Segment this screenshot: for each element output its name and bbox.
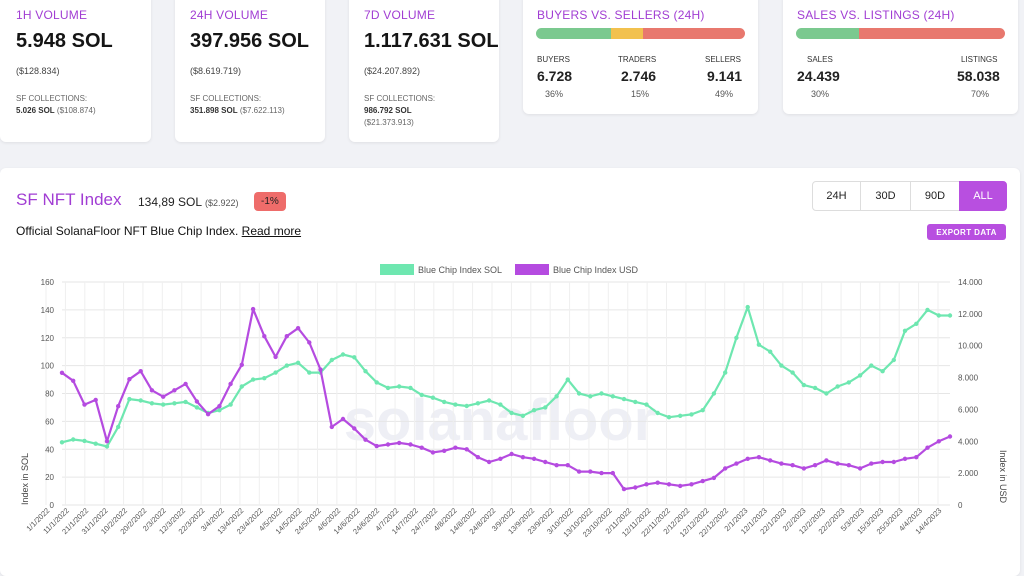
volume-label: 24H VOLUME	[190, 8, 269, 22]
sales-listings-card: SALES VS. LISTINGS (24H) SALES 24.439 30…	[783, 0, 1018, 114]
timeframe-90d[interactable]: 90D	[910, 181, 960, 211]
sf-collections-label: SF COLLECTIONS:	[16, 94, 88, 103]
index-price-usd: ($2.922)	[204, 198, 239, 208]
timeframe-all[interactable]: ALL	[959, 181, 1007, 211]
traders-value: 2.746	[621, 68, 657, 84]
sf-collections: SF COLLECTIONS: 5.026 SOL ($108.874)	[16, 93, 96, 117]
sellers-value: 9.141	[707, 68, 743, 84]
buyers-value: 6.728	[537, 68, 573, 84]
sf-collections-label: SF COLLECTIONS:	[364, 94, 436, 103]
listings-segment	[858, 28, 1005, 39]
change-badge: -1%	[254, 192, 286, 211]
traders-segment	[611, 28, 643, 39]
sf-collections-sol: 986.792 SOL	[364, 105, 435, 117]
timeframe-30d[interactable]: 30D	[860, 181, 911, 211]
sellers-label: SELLERS	[705, 55, 742, 64]
volume-value: 5.948 SOL	[16, 30, 113, 52]
sales-segment	[796, 28, 859, 39]
index-price: 134,89 SOL ($2.922)	[138, 195, 238, 209]
sf-collections-label: SF COLLECTIONS:	[190, 94, 262, 103]
sf-collections-sol: 5.026 SOL	[16, 106, 55, 115]
sf-collections-value: 5.026 SOL ($108.874)	[16, 105, 96, 117]
sf-collections-usd: ($21.373.913)	[364, 118, 414, 127]
sf-collections-value: 351.898 SOL ($7.622.113)	[190, 105, 285, 117]
export-data-button[interactable]: EXPORT DATA	[927, 224, 1006, 240]
sales-label: SALES	[807, 55, 833, 64]
traders-pct: 15%	[631, 89, 650, 99]
description-text: Official SolanaFloor NFT Blue Chip Index…	[16, 224, 239, 238]
buyers-sellers-title: BUYERS VS. SELLERS (24H)	[537, 8, 705, 22]
listings-pct: 70%	[971, 89, 990, 99]
index-description: Official SolanaFloor NFT Blue Chip Index…	[16, 224, 301, 238]
sf-collections-sol: 351.898 SOL	[190, 106, 238, 115]
volume-value: 1.117.631 SOL	[364, 30, 499, 52]
volume-label: 1H VOLUME	[16, 8, 88, 22]
sf-collections: SF COLLECTIONS: 351.898 SOL ($7.622.113)	[190, 93, 285, 117]
volume-value: 397.956 SOL	[190, 30, 309, 52]
traders-label: TRADERS	[618, 55, 657, 64]
sales-pct: 30%	[811, 89, 830, 99]
volume-card-24h: 24H VOLUME 397.956 SOL ($8.619.719) SF C…	[175, 0, 325, 142]
sellers-segment	[642, 28, 745, 39]
sf-collections-usd: ($108.874)	[56, 106, 96, 115]
timeframe-24h[interactable]: 24H	[812, 181, 861, 211]
sellers-pct: 49%	[715, 89, 734, 99]
sales-listings-title: SALES VS. LISTINGS (24H)	[797, 8, 955, 22]
buyers-label: BUYERS	[537, 55, 570, 64]
volume-label: 7D VOLUME	[364, 8, 436, 22]
sales-value: 24.439	[797, 68, 840, 84]
volume-usd: ($128.834)	[16, 66, 60, 76]
index-price-sol: 134,89 SOL	[138, 195, 202, 209]
buyers-sellers-bar	[536, 28, 745, 39]
volume-card-1h: 1H VOLUME 5.948 SOL ($128.834) SF COLLEC…	[0, 0, 151, 142]
read-more-link[interactable]: Read more	[241, 224, 302, 238]
sf-collections: SF COLLECTIONS: 986.792 SOL ($21.373.913…	[364, 93, 435, 129]
volume-card-7d: 7D VOLUME 1.117.631 SOL ($24.207.892) SF…	[349, 0, 499, 142]
sf-collections-sol-value: 986.792 SOL	[364, 106, 412, 115]
listings-label: LISTINGS	[961, 55, 998, 64]
index-title: SF NFT Index	[16, 190, 122, 209]
buyers-pct: 36%	[545, 89, 564, 99]
buyers-sellers-card: BUYERS VS. SELLERS (24H) BUYERS 6.728 36…	[523, 0, 758, 114]
volume-usd: ($24.207.892)	[364, 66, 421, 76]
sf-collections-usd: ($7.622.113)	[239, 106, 285, 115]
sales-listings-bar	[796, 28, 1005, 39]
listings-value: 58.038	[957, 68, 1000, 84]
buyers-segment	[536, 28, 612, 39]
volume-usd: ($8.619.719)	[190, 66, 242, 76]
